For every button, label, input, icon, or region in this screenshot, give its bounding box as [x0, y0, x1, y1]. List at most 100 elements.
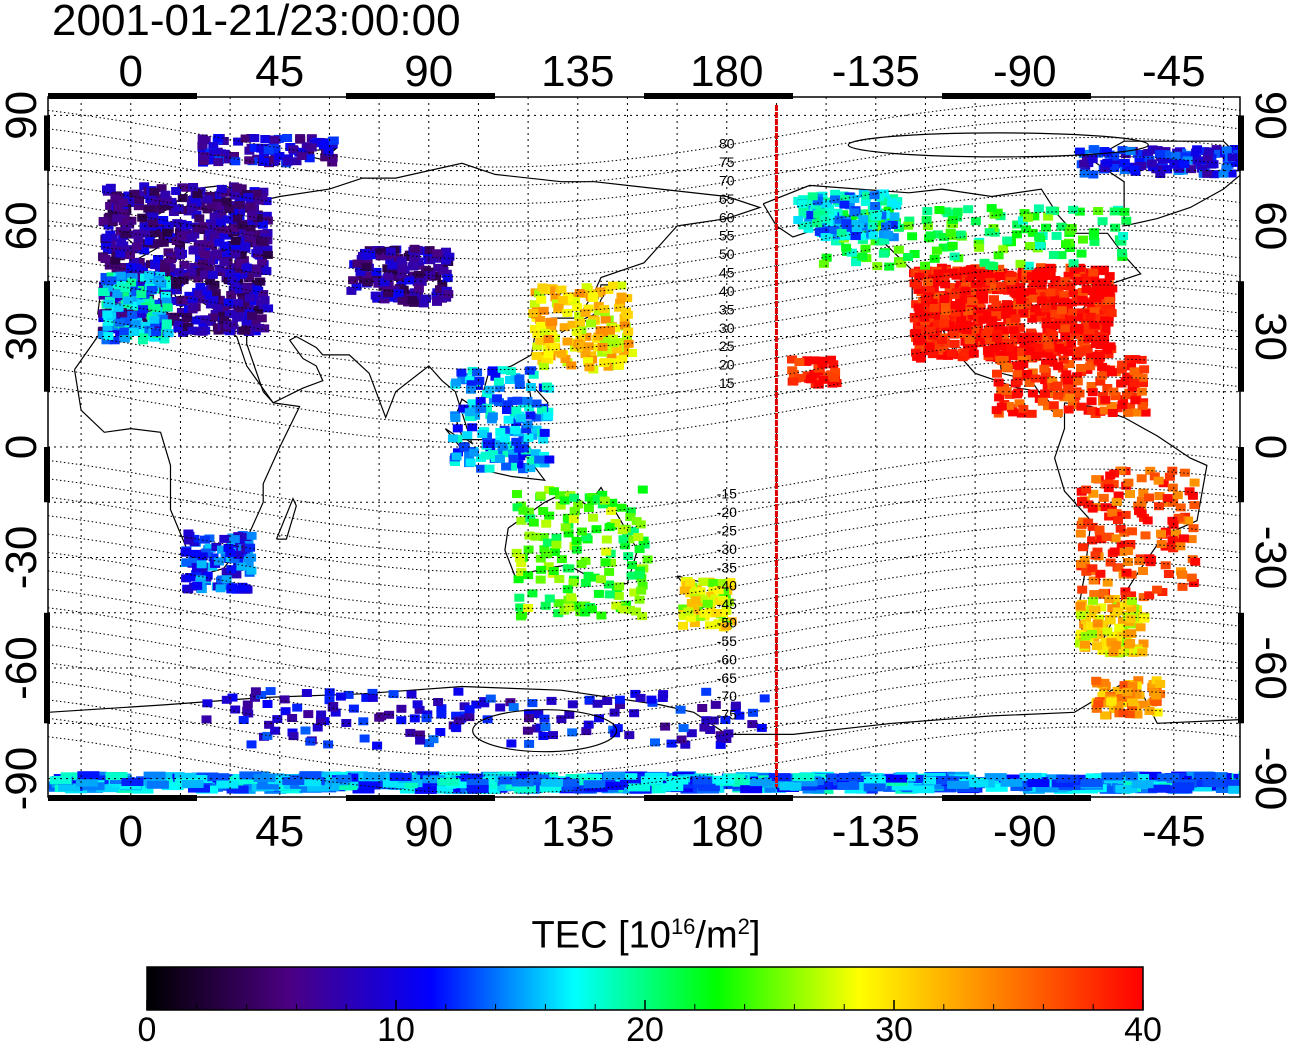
tec-pixel	[1221, 163, 1232, 172]
tec-pixel	[1079, 640, 1090, 649]
tec-pixel	[414, 705, 425, 714]
tec-pixel	[1175, 503, 1186, 512]
tec-pixel	[217, 545, 227, 554]
tec-pixel	[1104, 296, 1115, 305]
tec-pixel	[989, 283, 1000, 292]
tec-pixel	[1077, 496, 1088, 505]
tec-pixel	[1202, 169, 1213, 178]
tec-pixel	[121, 778, 144, 786]
magnetic-latitude-label: -45	[717, 596, 737, 612]
tec-pixel	[194, 254, 205, 263]
tec-pixel	[536, 295, 547, 304]
tec-pixel	[1189, 152, 1200, 161]
tec-pixel	[1115, 524, 1126, 533]
tec-pixel	[540, 601, 551, 610]
tec-pixel	[437, 279, 448, 288]
tec-pixel	[1108, 648, 1119, 657]
tec-pixel	[1167, 516, 1178, 525]
tec-pixel	[666, 776, 689, 785]
tec-pixel	[1124, 355, 1135, 364]
tec-pixel	[584, 695, 595, 704]
tec-pixel	[1067, 401, 1078, 410]
tec-pixel	[961, 326, 972, 334]
tec-pixel	[1068, 259, 1079, 268]
tec-pixel	[1052, 381, 1063, 390]
tec-pixel	[909, 250, 920, 258]
tec-pixel	[179, 260, 190, 269]
tec-pixel	[1126, 362, 1137, 371]
tec-pixel	[1095, 377, 1106, 386]
tec-pixel	[1093, 699, 1104, 708]
tec-pixel	[327, 158, 338, 167]
tec-pixel	[212, 202, 222, 210]
right-axis-label: 90	[1246, 91, 1292, 140]
tec-pixel	[538, 533, 549, 542]
tec-pixel	[150, 299, 161, 308]
tec-pixel	[173, 324, 184, 333]
tec-pixel	[444, 252, 455, 261]
tec-pixel	[1129, 367, 1140, 376]
left-axis-label: -60	[0, 636, 46, 700]
tec-pixel	[1088, 170, 1099, 179]
tec-pixel	[1119, 159, 1130, 167]
tec-pixel	[966, 779, 989, 788]
tec-pixel	[1010, 330, 1020, 339]
tec-pixel	[425, 256, 436, 265]
tec-pixel	[1188, 579, 1199, 587]
tec-pixel	[160, 190, 171, 199]
tec-pixel	[1035, 307, 1046, 316]
tec-pixel	[557, 778, 580, 787]
frame-segment	[644, 93, 793, 99]
tec-pixel	[1072, 313, 1083, 322]
tec-pixel	[787, 355, 797, 364]
tec-pixel	[949, 252, 960, 261]
tec-pixel	[112, 203, 123, 212]
tec-pixel	[324, 696, 335, 705]
tec-pixel	[1102, 158, 1113, 167]
tec-pixel	[1027, 228, 1038, 237]
right-axis-label: 60	[1246, 201, 1292, 250]
tec-pixel	[1139, 365, 1150, 374]
tec-pixel	[1088, 489, 1099, 498]
tec-pixel	[999, 332, 1010, 341]
tec-pixel	[1048, 401, 1059, 410]
magnetic-latitude-contour	[48, 560, 1240, 629]
tec-pixel	[379, 295, 390, 304]
tec-pixel	[1023, 332, 1034, 341]
tec-pixel	[936, 776, 958, 785]
tec-pixel	[119, 327, 130, 336]
tec-pixel	[830, 195, 841, 204]
tec-pixel	[919, 313, 930, 322]
tec-pixel	[1050, 321, 1061, 329]
tec-pixel	[549, 547, 560, 556]
tec-pixel	[406, 690, 417, 699]
tec-pixel	[282, 777, 305, 785]
tec-pixel	[1098, 265, 1109, 274]
tec-pixel	[566, 361, 577, 370]
tec-pixel	[510, 426, 521, 435]
tec-pixel	[599, 496, 610, 505]
magnetic-latitude-contour	[48, 136, 1240, 205]
tec-pixel	[940, 307, 951, 316]
tec-pixel	[1104, 272, 1115, 281]
tec-pixel	[150, 304, 161, 313]
tec-pixel	[863, 783, 886, 792]
tec-pixel	[363, 772, 386, 781]
tec-pixel	[955, 296, 966, 305]
tec-pixel	[1072, 372, 1083, 381]
tec-pixel	[335, 692, 346, 701]
tec-pixel	[1251, 158, 1261, 166]
tec-pixel	[157, 314, 168, 323]
tec-pixel	[1215, 785, 1238, 793]
tec-pixel	[204, 543, 215, 552]
tec-pixel	[144, 236, 155, 245]
tec-pixel	[1044, 322, 1055, 331]
tec-pixel	[229, 555, 240, 564]
tec-pixel	[421, 714, 432, 723]
tec-pixel	[967, 311, 978, 320]
tec-pixel	[119, 334, 130, 343]
tec-pixel	[241, 263, 252, 272]
tec-pixel	[701, 716, 712, 725]
tec-pixel	[1081, 320, 1091, 329]
